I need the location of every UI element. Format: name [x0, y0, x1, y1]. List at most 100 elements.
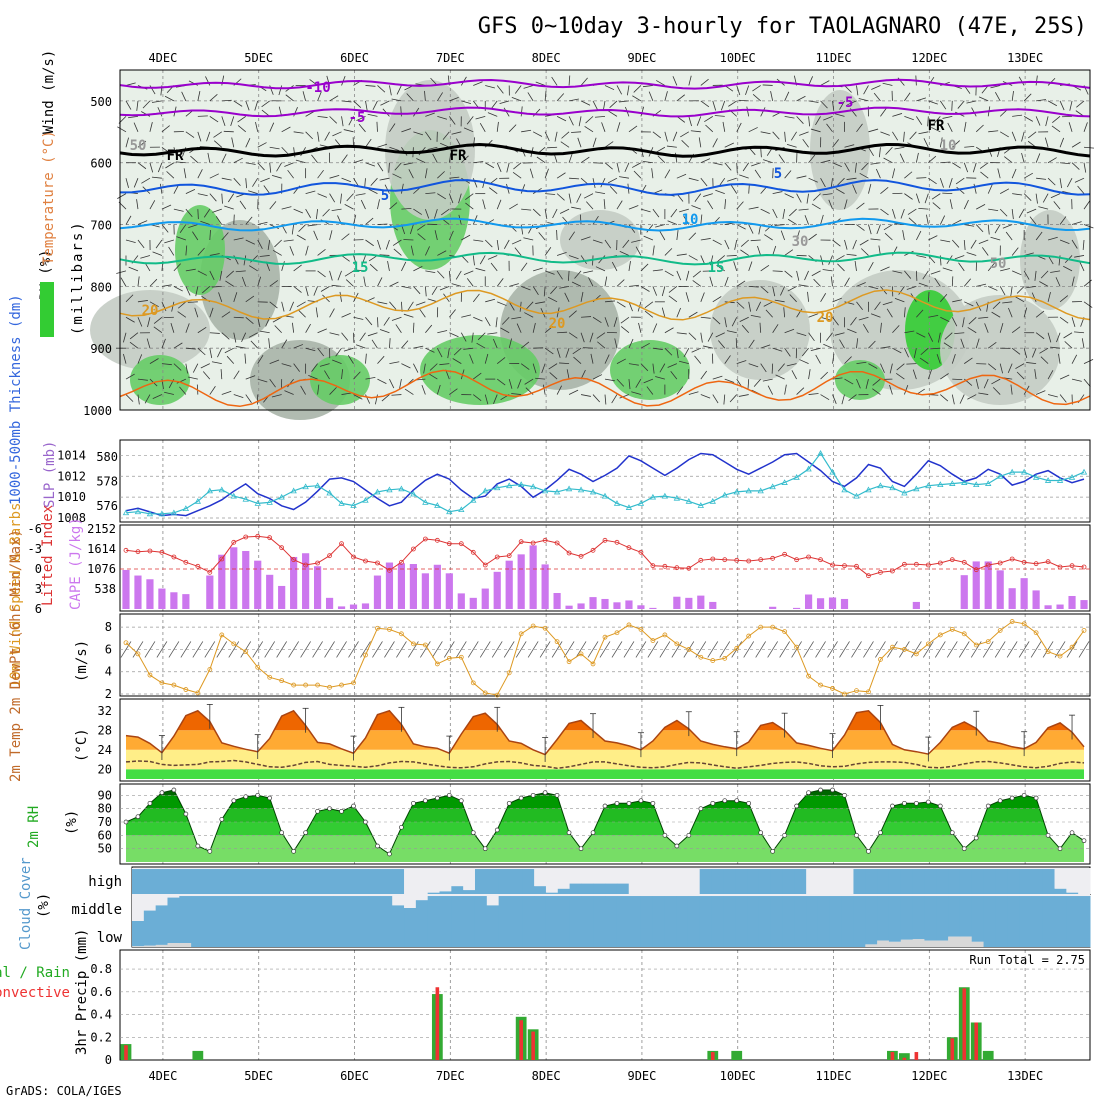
cloud-cell	[889, 896, 901, 921]
pressure-tick-label: 800	[90, 280, 112, 294]
day-label-top: 12DEC	[911, 51, 947, 65]
cloud-gap	[132, 921, 144, 946]
cloud-gap	[333, 895, 345, 896]
cloud-gap	[948, 895, 960, 896]
cloud-gap	[227, 895, 239, 896]
cloud-gap	[877, 895, 889, 896]
day-label-bottom: 6DEC	[340, 1069, 369, 1083]
cloud-gap	[132, 895, 144, 921]
contour-label: FR	[450, 148, 467, 164]
cloud-gap	[960, 868, 972, 869]
cloud-gap	[203, 895, 215, 896]
cloud-gap	[428, 895, 440, 896]
cloud-cell	[865, 896, 877, 921]
cloud-cell	[167, 898, 179, 921]
ylabel-thickness: 1000-500mb Thickness (dm)	[8, 294, 24, 505]
cloud-gap	[1078, 895, 1090, 896]
precip-total-bar	[983, 1051, 994, 1060]
cloud-low-cell	[132, 946, 144, 947]
cloud-gap	[771, 868, 783, 869]
cloud-cell	[522, 869, 534, 894]
rh2m-point	[268, 796, 272, 800]
cloud-gap	[321, 868, 333, 869]
cloud-gap	[1031, 921, 1043, 947]
cloud-low-cell	[889, 942, 901, 947]
cloud-gap	[1055, 868, 1067, 889]
cloud-gap	[357, 895, 369, 896]
cloud-cell	[191, 869, 203, 894]
cloud-gap	[357, 868, 369, 869]
cloud-gap	[581, 895, 593, 896]
day-label-top: 7DEC	[436, 51, 465, 65]
rh2m-point	[675, 844, 679, 848]
cloud-cell	[499, 869, 511, 894]
rh2m-point	[639, 799, 643, 803]
cloud-gap	[830, 895, 842, 896]
cloud-gap	[1007, 895, 1019, 896]
rh2m-point	[950, 831, 954, 835]
cloud-cell	[735, 896, 747, 921]
rh2m-tick-label: 90	[98, 788, 112, 802]
cloud-cell	[487, 905, 499, 921]
cloud-gap	[995, 895, 1007, 896]
cloud-gap	[298, 895, 310, 896]
rh2m-band	[120, 786, 1090, 795]
cloud-gap	[830, 868, 842, 894]
cloud-cell	[853, 869, 865, 894]
cloud-gap	[298, 868, 310, 869]
cloud-cell	[286, 869, 298, 894]
cloud-row-low: low	[97, 930, 123, 946]
rh2m-point	[471, 831, 475, 835]
cloud-cell	[227, 896, 239, 921]
cloud-gap	[475, 895, 487, 896]
day-label-bottom: 8DEC	[532, 1069, 561, 1083]
rh2m-point	[435, 796, 439, 800]
cloud-gap	[298, 921, 310, 947]
cape-bar	[410, 564, 417, 609]
rh2m-point	[184, 812, 188, 816]
cloud-cell	[309, 896, 321, 921]
precip-tick-label: 0.2	[90, 1030, 112, 1044]
cloud-gap	[913, 895, 925, 896]
cloud-gap	[877, 868, 889, 869]
contour-label: 20	[817, 310, 834, 326]
cloud-low-cell	[948, 937, 960, 947]
wind-barb	[224, 131, 234, 132]
cloud-gap	[865, 895, 877, 896]
cape-bar	[290, 557, 297, 609]
cloud-cell	[700, 869, 712, 894]
cloud-gap	[570, 895, 582, 896]
cape-bar	[1044, 605, 1051, 609]
cloud-cell	[771, 896, 783, 921]
cloud-cell	[1078, 896, 1090, 921]
cloud-gap	[522, 895, 534, 896]
cloud-gap	[144, 868, 156, 869]
cloud-gap	[782, 895, 794, 896]
cloud-gap	[416, 868, 428, 894]
cloud-gap	[853, 921, 865, 947]
cloud-gap	[581, 921, 593, 947]
contour-label: 30	[792, 234, 809, 250]
cloud-gap	[132, 868, 144, 869]
precip-total-bar	[731, 1051, 742, 1060]
cape-bar	[302, 553, 309, 609]
cloud-cell	[794, 869, 806, 894]
ylabel-cape: CAPE (J/kg)	[68, 517, 84, 610]
cloud-gap	[203, 921, 215, 947]
cloud-gap	[404, 895, 416, 908]
cloud-gap	[274, 868, 286, 869]
cape-bar	[709, 602, 716, 609]
cloud-cell	[380, 896, 392, 921]
cloud-gap	[948, 868, 960, 869]
cloud-cell	[475, 896, 487, 921]
cloud-gap	[510, 895, 522, 896]
cloud-gap	[581, 868, 593, 884]
slp-point	[1082, 470, 1087, 475]
cloud-cell	[286, 896, 298, 921]
cloud-gap	[546, 868, 558, 893]
cape-bar	[494, 572, 501, 609]
cloud-gap	[723, 868, 735, 869]
